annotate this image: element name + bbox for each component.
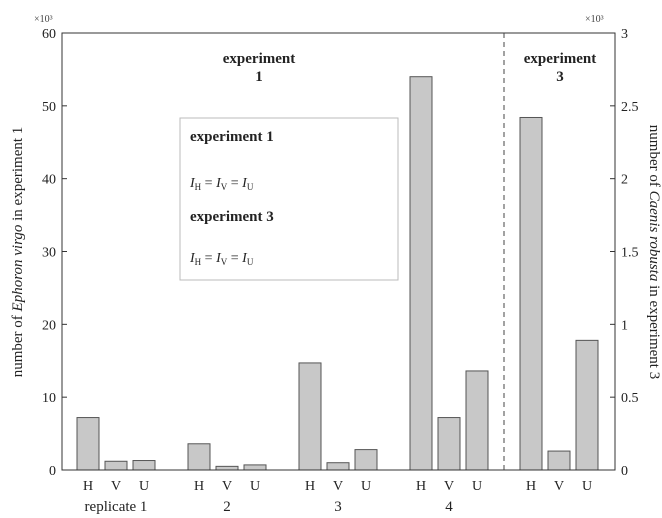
category-label: H — [526, 479, 536, 494]
left-tick-label: 60 — [42, 27, 56, 42]
box-experiment-1-equation: IH = IV = IU — [189, 176, 254, 192]
bar-group5-V — [547, 450, 571, 471]
bar-group2-U — [243, 464, 267, 471]
bar-group4-U — [465, 370, 489, 471]
box-experiment-3-title: experiment 3 — [190, 209, 274, 225]
category-label: V — [333, 479, 343, 494]
left-tick-label: 10 — [42, 391, 56, 406]
category-label: V — [444, 479, 454, 494]
category-label: U — [582, 479, 592, 494]
bar-group5-H — [519, 116, 543, 471]
right-tick-label: 0 — [621, 464, 628, 479]
category-label: H — [416, 479, 426, 494]
left-axis-multiplier: ×10³ — [34, 14, 53, 25]
group-label: 3 — [334, 499, 342, 515]
left-tick-label: 0 — [49, 464, 56, 479]
bar-group2-H — [187, 443, 211, 471]
group-label: 4 — [445, 499, 453, 515]
bar-group3-U — [354, 449, 378, 471]
group-label: replicate 1 — [85, 499, 148, 515]
bar-group4-H — [409, 76, 433, 471]
category-label: V — [554, 479, 564, 494]
box-experiment-3-equation: IH = IV = IU — [189, 251, 254, 267]
box-experiment-1-title: experiment 1 — [190, 129, 274, 145]
right-tick-label: 1.5 — [621, 246, 639, 261]
bar-group4-V — [437, 417, 461, 471]
category-label: U — [250, 479, 260, 494]
category-label: H — [305, 479, 315, 494]
left-axis-title: number of Ephoron virgo in experiment 1 — [10, 127, 26, 378]
left-tick-label: 30 — [42, 246, 56, 261]
category-label: U — [472, 479, 482, 494]
group-label: 2 — [223, 499, 231, 515]
bar-group2-V — [215, 465, 239, 471]
bar-group3-V — [326, 462, 350, 471]
left-tick-label: 40 — [42, 173, 56, 188]
category-label: V — [111, 479, 121, 494]
right-tick-label: 1 — [621, 318, 628, 333]
bar-group1-H — [76, 417, 100, 471]
hypothesis-box: experiment 1 IH = IV = IU experiment 3 I… — [179, 117, 399, 281]
right-tick-label: 0.5 — [621, 391, 639, 406]
right-tick-label: 3 — [621, 27, 628, 42]
hypothesis-box-frame — [179, 117, 399, 281]
category-label: U — [139, 479, 149, 494]
bar-group3-H — [298, 362, 322, 471]
experiment-1-title-line1: experiment — [223, 51, 295, 67]
bar-group1-V — [104, 460, 128, 471]
experiment-3-title-line2: 3 — [556, 69, 564, 85]
right-tick-label: 2.5 — [621, 100, 639, 115]
left-tick-label: 50 — [42, 100, 56, 115]
right-axis-title: number of Caenis robusta in experiment 3 — [646, 125, 662, 379]
right-axis-multiplier: ×10³ — [585, 14, 604, 25]
category-label: H — [194, 479, 204, 494]
right-axis: 0 0.5 1 1.5 2 2.5 3 — [610, 27, 639, 479]
bar-group1-U — [132, 460, 156, 471]
right-tick-label: 2 — [621, 173, 628, 188]
experiment-3-title-line1: experiment — [524, 51, 596, 67]
experiment-1-title-line2: 1 — [255, 69, 263, 85]
bars-layer — [76, 76, 599, 471]
bar-group5-U — [575, 339, 599, 471]
category-label: U — [361, 479, 371, 494]
category-label: V — [222, 479, 232, 494]
left-axis: 0 10 20 30 40 50 60 — [42, 27, 67, 479]
left-tick-label: 20 — [42, 318, 56, 333]
category-label: H — [83, 479, 93, 494]
